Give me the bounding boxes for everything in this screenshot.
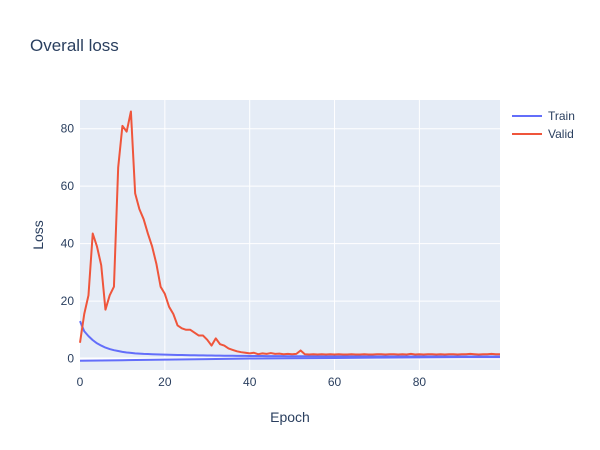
chart-title: Overall loss <box>30 36 119 55</box>
x-tick-label: 40 <box>243 375 257 389</box>
x-tick-label: 60 <box>328 375 342 389</box>
plot-area <box>80 100 500 370</box>
y-axis-label: Loss <box>30 220 46 250</box>
series-lines <box>79 110 500 362</box>
y-tick-label: 0 <box>67 352 74 366</box>
legend-label-train: Train <box>548 109 575 123</box>
x-tick-label: 0 <box>77 375 84 389</box>
series-line-valid-2 <box>79 110 500 356</box>
x-tick-label: 80 <box>413 375 427 389</box>
y-tick-label: 40 <box>61 237 75 251</box>
legend-item-valid[interactable]: Valid <box>512 127 574 141</box>
series-line-train-1 <box>79 356 500 362</box>
axis-tick-labels: 0 20 40 60 80 0 20 40 60 80 <box>61 122 427 389</box>
legend: Train Valid <box>512 109 575 141</box>
y-tick-label: 80 <box>61 122 75 136</box>
legend-label-valid: Valid <box>548 127 574 141</box>
y-tick-label: 60 <box>61 179 75 193</box>
legend-item-train[interactable]: Train <box>512 109 575 123</box>
x-tick-label: 20 <box>158 375 172 389</box>
x-axis-label: Epoch <box>270 409 310 425</box>
grid-lines <box>80 100 500 370</box>
y-tick-label: 20 <box>61 294 75 308</box>
